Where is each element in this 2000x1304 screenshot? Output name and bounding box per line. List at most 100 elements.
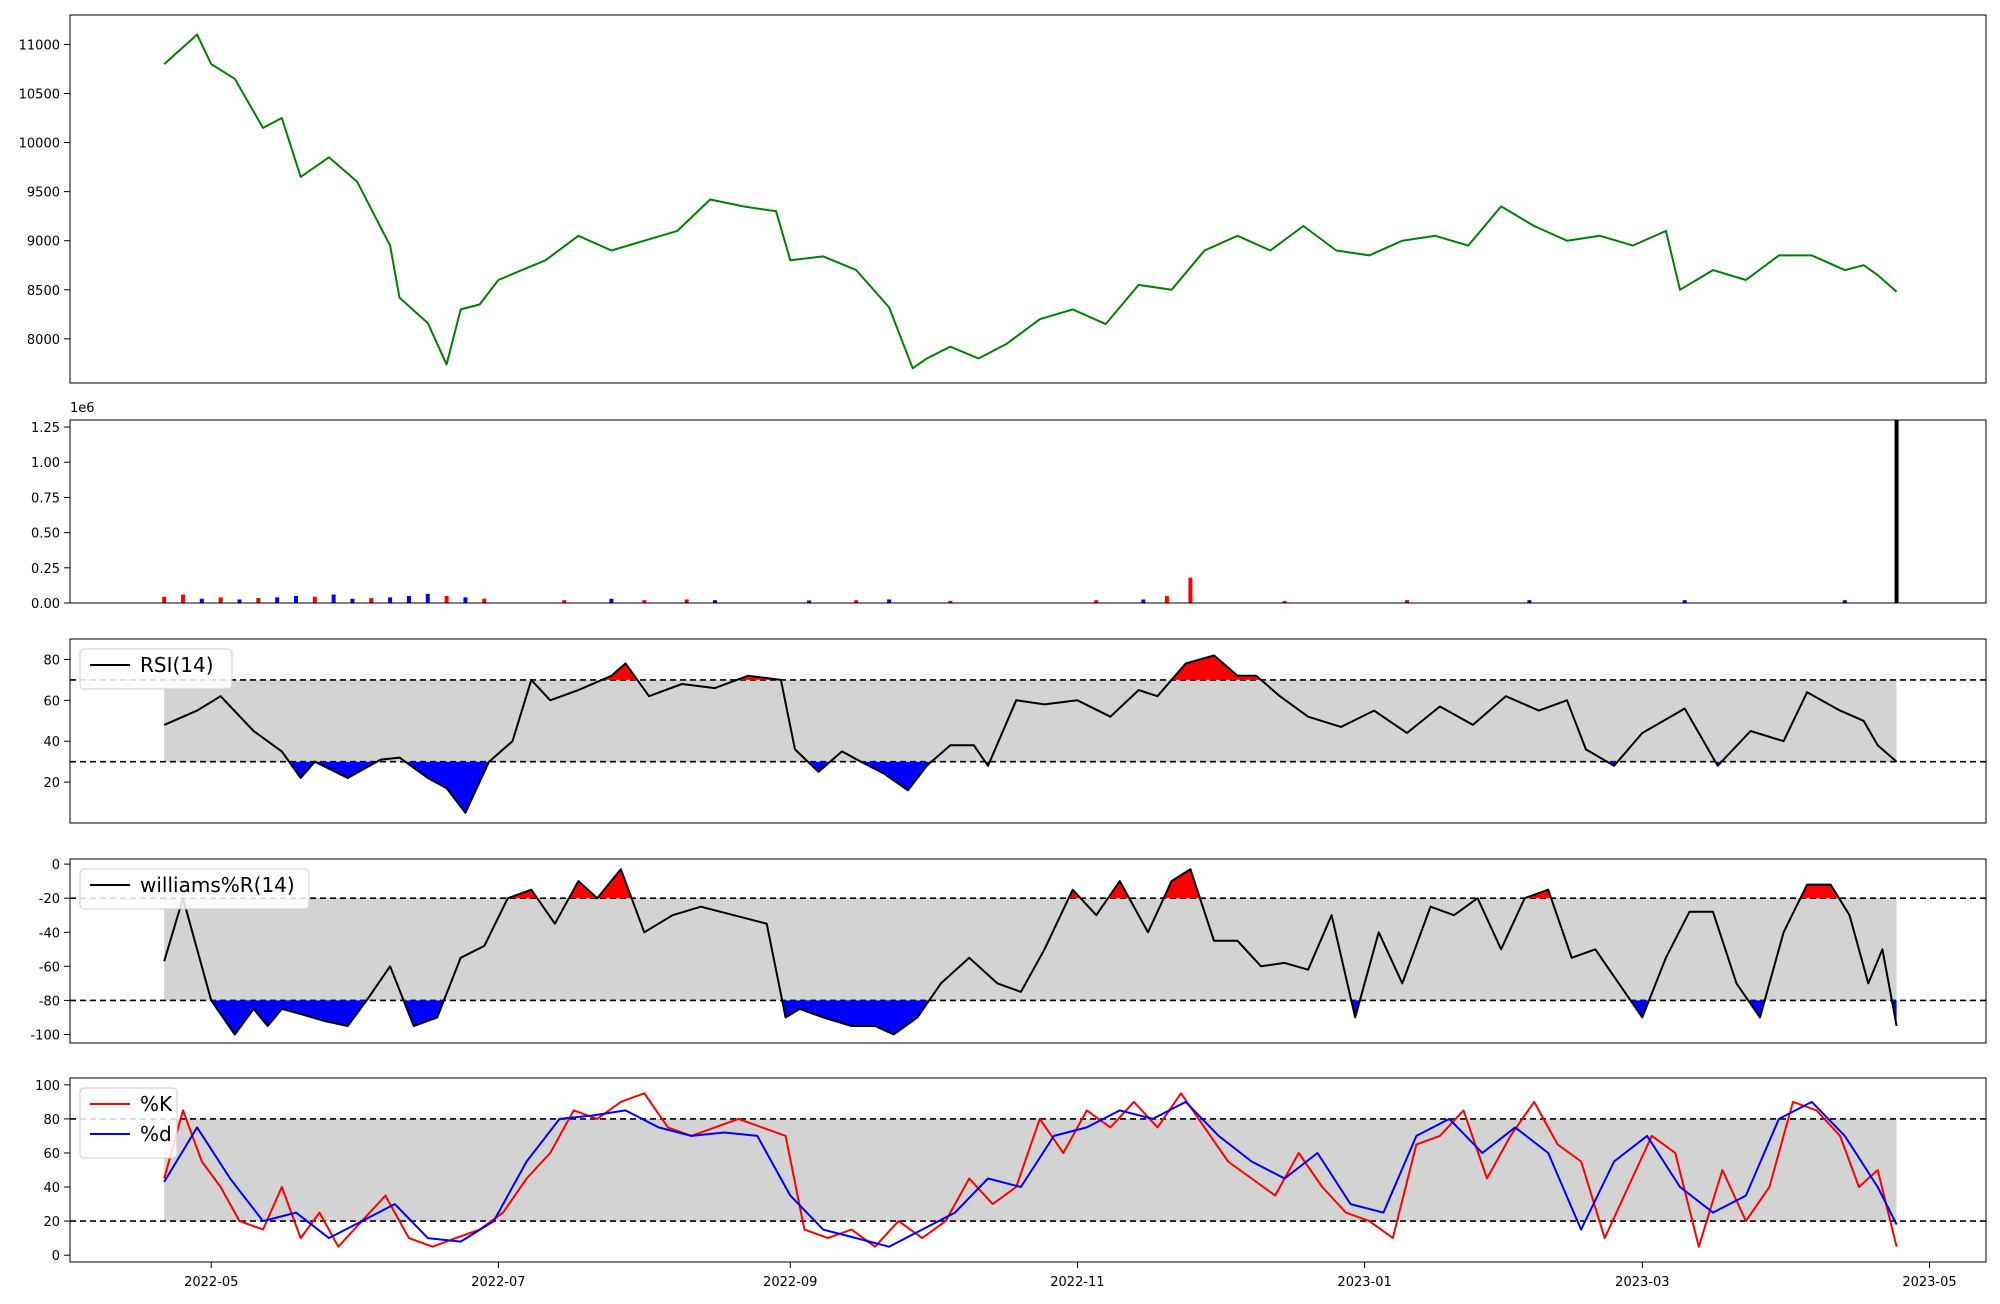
rsi-ytick-label: 20 [43,776,60,791]
rsi-legend-label: RSI(14) [140,653,214,677]
stochastic-ytick-label: 80 [43,1113,60,1128]
stochastic-ytick-label: 60 [43,1147,60,1162]
xtick-label: 2022-07 [471,1275,525,1290]
volume-bar [609,598,614,603]
volume-bar [854,600,859,603]
volume-bar [1164,595,1169,603]
rsi-ytick-label: 40 [43,735,60,750]
volume-ytick-label: 0.75 [31,491,60,506]
stochastic-legend-label: %K [140,1092,173,1116]
stochastic-series-line-0 [163,1092,1898,1248]
rsi-oversold-fill [860,761,932,791]
williams-oversold-fill [211,1000,367,1035]
volume-bar [199,598,204,603]
volume-bar [1527,600,1532,603]
stochastic-ytick-label: 0 [52,1249,60,1264]
volume-bar [1842,600,1847,603]
volume-bar [162,596,167,603]
volume-bar [887,599,892,603]
volume-bar [807,600,812,603]
stochastic-ytick-label: 40 [43,1181,60,1196]
stochastic-ytick-label: 20 [43,1215,60,1230]
rsi-oversold-fill [289,761,315,778]
williams-ytick-label: 0 [52,858,60,873]
volume-bar [180,594,185,603]
volume-bar [406,595,411,603]
volume-bar [684,599,689,603]
stochastic-series-line-1 [163,1100,1898,1248]
price-series-line-0 [163,33,1898,370]
volume-ytick-label: 0.50 [31,527,60,542]
stochastic-legend [79,1087,178,1159]
williams-ytick-label: -100 [30,1028,60,1043]
volume-bar [463,597,468,603]
rsi-oversold-fill [807,761,831,772]
volume-bar [712,600,717,603]
volume-bar [1188,577,1193,603]
volume-bar [444,595,449,603]
williams-legend [79,868,310,910]
williams-ytick-label: -60 [39,960,60,975]
volume-bar [425,593,430,603]
volume-bar [331,594,336,603]
volume-ytick-label: 1.00 [31,456,60,471]
price-ytick-label: 10000 [19,137,60,152]
price-ytick-label: 9000 [27,235,60,250]
williams-ytick-label: -40 [39,926,60,941]
rsi-oversold-fill [314,761,377,778]
williams-neutral-band [164,898,1897,1001]
stochastic-ytick-label: 100 [35,1079,60,1094]
price-ytick-label: 9500 [27,186,60,201]
volume-bar [948,600,953,603]
volume-bar [312,596,317,603]
rsi-ytick-label: 80 [43,653,60,668]
rsi-oversold-fill [405,761,489,813]
volume-bar [642,600,647,603]
volume-bar [218,597,223,603]
xtick-label: 2023-03 [1615,1275,1669,1290]
volume-bar [293,595,298,603]
williams-legend-label: williams%R(14) [140,873,295,897]
williams-oversold-fill [1630,1000,1650,1018]
volume-frame [69,419,1987,604]
williams-ytick-label: -80 [39,994,60,1009]
williams-oversold-fill [782,1000,930,1035]
volume-bar [1404,600,1409,603]
stochastic-neutral-band [164,1118,1897,1222]
volume-ytick-label: 0.25 [31,562,60,577]
williams-series-line-0 [163,868,1898,1036]
stochastic-frame [69,1077,1987,1263]
volume-bar [1682,600,1687,603]
volume-ytick-label: 1.25 [31,421,60,436]
volume-bar [1282,600,1287,603]
xtick-label: 2022-09 [763,1275,817,1290]
xtick-label: 2023-01 [1337,1275,1391,1290]
williams-frame [69,858,1987,1044]
rsi-neutral-band [164,679,1897,762]
rsi-frame [69,638,1987,824]
price-ytick-label: 8000 [27,333,60,348]
price-ytick-label: 8500 [27,284,60,299]
volume-bar [237,599,242,603]
williams-ytick-label: -20 [39,892,60,907]
volume-bar [388,597,393,603]
volume-ytick-label: 0.00 [31,597,60,612]
volume-bar [482,598,487,603]
volume-bar [562,600,567,603]
volume-offset-label: 1e6 [70,401,95,416]
williams-overbought-fill [1800,884,1839,899]
williams-oversold-fill [403,1000,444,1026]
williams-overbought-fill [1108,881,1130,899]
price-ytick-label: 10500 [19,88,60,103]
xtick-label: 2022-05 [184,1275,238,1290]
rsi-ytick-label: 60 [43,694,60,709]
williams-overbought-fill [1163,869,1200,899]
volume-bar [256,598,261,603]
price-frame [69,14,1987,384]
rsi-overbought-fill [602,663,638,680]
volume-bar [1094,600,1099,603]
xtick-label: 2022-11 [1050,1275,1104,1290]
volume-bar [1894,420,1899,603]
